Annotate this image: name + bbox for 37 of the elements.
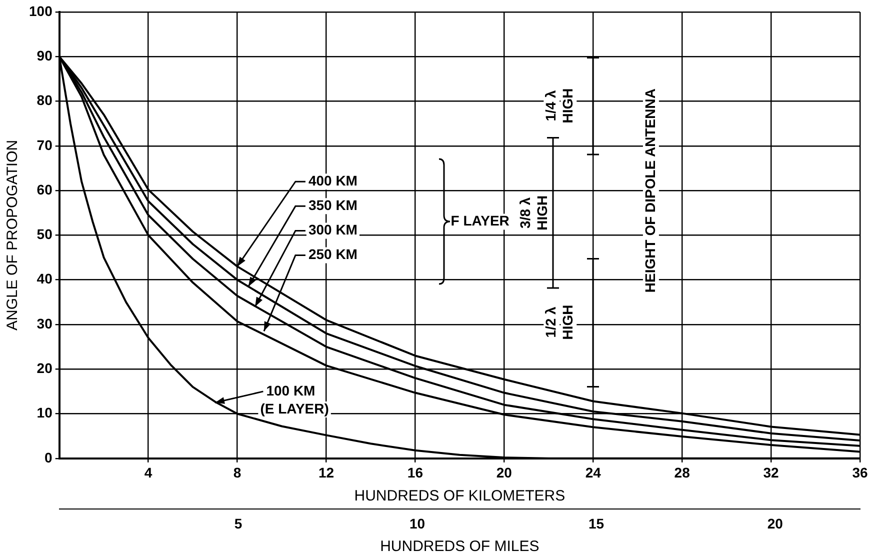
x-tick-label: 20: [496, 464, 512, 481]
y-tick-label: 30: [36, 315, 53, 332]
annotation: 3/8 λ HIGH: [516, 195, 550, 230]
annotation: 400 KM: [308, 172, 358, 188]
x-tick-label: 8: [233, 464, 242, 481]
annotation: 1/2 λ HIGH: [542, 304, 576, 340]
x-tick-label: 4: [144, 464, 152, 481]
y-tick-label: 80: [36, 92, 53, 108]
y-tick-label: 90: [36, 48, 53, 64]
x-tick-label: 12: [318, 464, 334, 481]
y-tick-label: 0: [44, 449, 53, 466]
x2-tick-label: 5: [234, 515, 242, 532]
x-tick-label: 24: [585, 464, 602, 481]
annotation: F LAYER: [450, 212, 510, 229]
x2-tick-label: 15: [588, 515, 604, 532]
y-tick-label: 20: [36, 360, 53, 376]
annotation: 250 KM: [308, 246, 358, 262]
y-axis-title: ANGLE OF PROPOGATION: [4, 140, 22, 330]
x-tick-label: 32: [763, 464, 780, 481]
annotation: 1/4 λ HIGH: [542, 88, 576, 124]
x2-tick-label: 20: [767, 515, 784, 532]
y-tick-label: 100: [29, 2, 53, 19]
y-tick-label: 40: [36, 270, 53, 287]
x2-axis-title: HUNDREDS OF MILES: [380, 538, 540, 556]
x2-tick-label: 10: [409, 515, 426, 532]
annotation: 300 KM: [308, 222, 358, 238]
y-tick-label: 60: [36, 181, 53, 198]
y-tick-label: 10: [36, 404, 53, 421]
x-axis-title: HUNDREDS OF KILOMETERS: [354, 487, 566, 504]
annotation: HEIGHT OF DIPOLE ANTENNA: [642, 88, 658, 293]
x-tick-label: 28: [674, 464, 690, 481]
annotation: 100 KM (E LAYER): [260, 382, 329, 416]
annotation: 350 KM: [308, 197, 358, 214]
x-tick-label: 36: [852, 464, 868, 481]
y-tick-label: 50: [36, 226, 53, 242]
y-tick-label: 70: [36, 136, 53, 153]
x-tick-label: 16: [407, 464, 424, 481]
